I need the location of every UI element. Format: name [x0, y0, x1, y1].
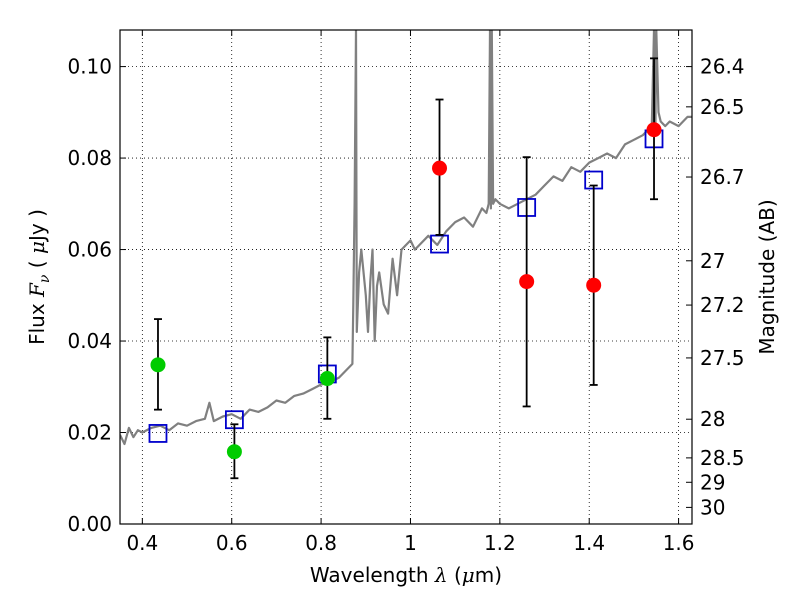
y-tick-label: 0.08 [67, 146, 112, 170]
axes-frame [119, 29, 693, 525]
model-flux-square [148, 424, 168, 443]
green-circle-point [226, 444, 242, 460]
y2-tick-label: 26.5 [700, 95, 745, 119]
plot-area [120, 30, 692, 480]
y2-tick-label: 29 [700, 470, 725, 494]
y-tick-label: 0.00 [67, 512, 112, 536]
grid [120, 30, 692, 525]
y-tick-label: 0.04 [67, 329, 112, 353]
x-tick-label: 1.4 [573, 531, 605, 555]
x-tick-label: 1 [404, 531, 417, 555]
y2-tick-label: 27.2 [700, 293, 745, 317]
model-spectrum-line [120, 30, 692, 446]
y2-tick-label: 28 [700, 407, 725, 431]
y2-tick-label: 27.5 [700, 346, 745, 370]
y-axis-title: Flux Fν ( μJy ) [25, 209, 53, 345]
red-circle-point [519, 274, 535, 290]
ticks: 0.4 0.6 0.8 1 1.2 1.4 1.6 0.00 0.02 0.04 0.06 0.08 0… [67, 30, 745, 555]
y-tick-label: 0.10 [67, 55, 112, 79]
green-circle-point [319, 371, 335, 387]
y2-tick-label: 26.4 [700, 55, 745, 79]
y-tick-label: 0.02 [67, 421, 112, 445]
y-tick-label: 0.06 [67, 238, 112, 262]
red-circle-point [432, 160, 448, 176]
x-tick-label: 0.8 [305, 531, 337, 555]
red-circle-point [646, 122, 662, 138]
x-tick-label: 0.6 [216, 531, 248, 555]
x-tick-label: 1.2 [484, 531, 516, 555]
y2-tick-label: 27 [700, 249, 725, 273]
x-tick-label: 0.4 [126, 531, 158, 555]
y2-tick-label: 26.7 [700, 165, 745, 189]
model-flux-square [430, 234, 449, 254]
y2-axis-title: Magnitude (AB) [755, 199, 779, 354]
green-circle-point [150, 357, 166, 373]
y2-tick-label: 30 [700, 495, 725, 519]
y2-tick-label: 28.5 [700, 446, 745, 470]
x-tick-label: 1.6 [663, 531, 695, 555]
x-axis-title: Wavelength λ (μm) [310, 563, 502, 587]
red-circle-point [586, 277, 602, 293]
